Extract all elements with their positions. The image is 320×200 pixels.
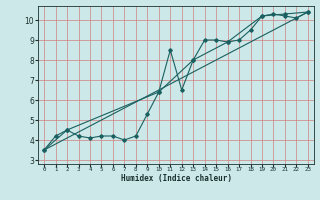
X-axis label: Humidex (Indice chaleur): Humidex (Indice chaleur)	[121, 174, 231, 183]
